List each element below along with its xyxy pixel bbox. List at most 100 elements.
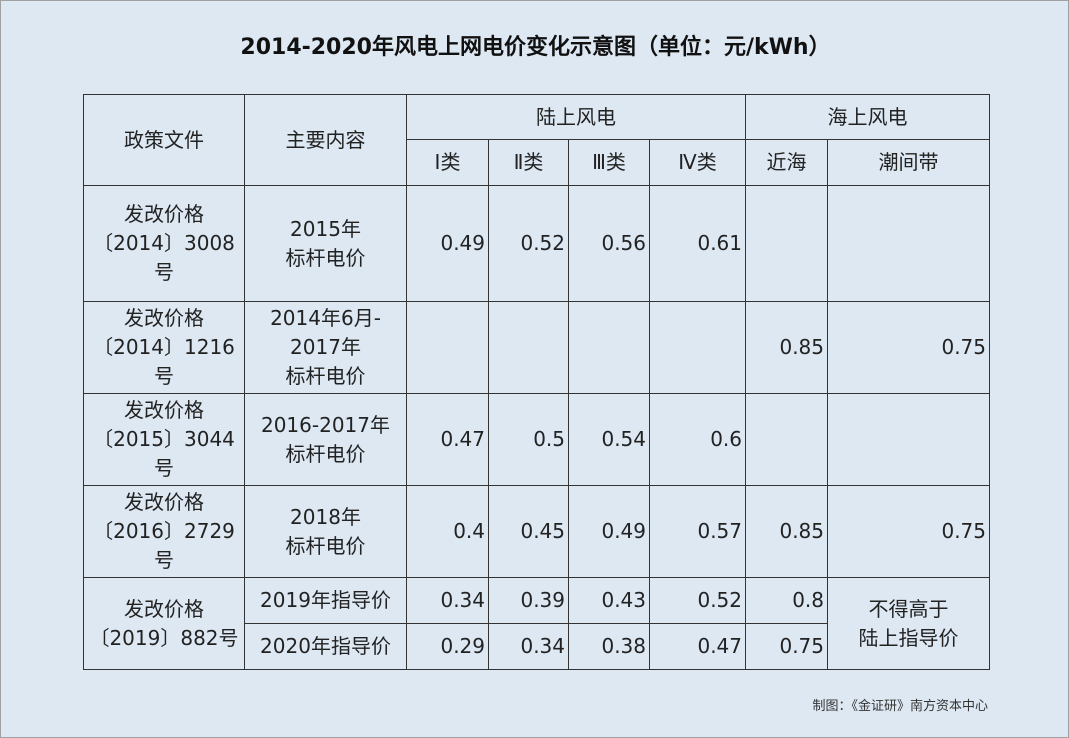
price-cell: 0.38 xyxy=(568,623,650,670)
cell-text: 0.43 xyxy=(601,588,646,612)
cell-text: 0.54 xyxy=(601,427,646,451)
cell-text: 2018年 xyxy=(290,504,361,529)
cell-text: 发改价格 xyxy=(124,490,204,514)
cell-text: 2014年6月- xyxy=(270,306,381,330)
price-cell: 0.52 xyxy=(649,577,746,624)
cell-text: 陆上指导价 xyxy=(858,625,959,650)
cell-text: 0.52 xyxy=(520,231,565,255)
price-cell xyxy=(406,301,489,394)
cell-text: 0.38 xyxy=(601,634,646,658)
header-cell: 潮间带 xyxy=(827,139,990,186)
policy-cell: 发改价格〔2016〕2729 号 xyxy=(83,485,245,578)
cell-text: 〔2016〕2729 xyxy=(93,519,235,543)
cell-text: 0.34 xyxy=(440,588,485,612)
empty-cell xyxy=(745,393,828,486)
data-row: 发改价格 〔2014〕1216 号 2014年6月- 2017年 标杆电价 0.85 0.75 xyxy=(83,301,990,394)
cell-text: 〔2014〕3008 xyxy=(93,231,235,255)
data-row: 2020年指导价 0.29 0.34 0.38 0.47 0.75 xyxy=(84,623,990,670)
header-cell: Ⅰ类 xyxy=(406,139,489,186)
cell-text: 标杆电价 xyxy=(285,245,366,270)
cell-text: 0.6 xyxy=(710,427,742,451)
cell-text: 2019年指导价 xyxy=(260,588,391,612)
cell-text: 0.56 xyxy=(601,231,646,255)
data-row: 发改价格 〔2015〕3044 号 2016-2017年 标杆电价 0.47 0.5 0.54… xyxy=(83,393,990,486)
price-cell: 0.85 xyxy=(745,485,828,578)
cell-text: 0.75 xyxy=(779,634,824,658)
price-cell: 0.61 xyxy=(649,185,746,302)
cell-text: 发改价格 xyxy=(124,202,204,226)
price-cell xyxy=(649,301,746,394)
cell-text: 号 xyxy=(154,260,174,284)
content-cell: 2014年6月- 2017年 标杆电价 xyxy=(244,301,407,394)
price-cell: 0.47 xyxy=(406,393,489,486)
cell-text: 近海 xyxy=(766,150,807,174)
cell-text: 标杆电价 xyxy=(285,364,366,388)
cell-text: 标杆电价 xyxy=(285,441,366,466)
header-cell: Ⅱ类 xyxy=(488,139,569,186)
empty-cell xyxy=(827,185,990,302)
cell-text: 主要内容 xyxy=(285,127,366,152)
price-cell: 0.34 xyxy=(406,577,489,624)
price-cell: 0.5 xyxy=(488,393,569,486)
content-cell: 2016-2017年 标杆电价 xyxy=(244,393,407,486)
price-cell: 0.34 xyxy=(488,623,569,670)
cell-text: 〔2019〕882号 xyxy=(89,625,239,650)
price-cell: 0.47 xyxy=(649,623,746,670)
price-cell: 0.8 xyxy=(745,577,828,624)
policy-cell: 发改价格 〔2014〕1216 号 xyxy=(83,301,245,394)
price-cell: 0.54 xyxy=(568,393,650,486)
cell-text: 0.47 xyxy=(440,427,485,451)
header-cell: 政策文件 xyxy=(83,94,245,186)
cell-text: 0.47 xyxy=(697,634,742,658)
header-cell: 主要内容 xyxy=(244,94,407,186)
cell-text: 潮间带 xyxy=(878,150,939,174)
price-cell: 0.4 xyxy=(406,485,489,578)
data-row: 发改价格 〔2019〕882号 2019年指导价 0.34 0.39 0.43 0.52 0.… xyxy=(83,577,990,670)
price-cell: 0.45 xyxy=(488,485,569,578)
price-cell: 0.39 xyxy=(488,577,569,624)
cell-text: 0.85 xyxy=(779,519,824,543)
cell-text: 0.57 xyxy=(697,519,742,543)
cell-text: 0.8 xyxy=(792,588,824,612)
cell-text: 0.85 xyxy=(779,335,824,359)
price-cell: 0.75 xyxy=(827,301,990,394)
title: 2014-2020年风电上网电价变化示意图（单位：元/kWh） xyxy=(240,35,831,60)
price-cell xyxy=(568,301,650,394)
price-cell xyxy=(488,301,569,394)
source-note: 制图：《金证研》南方资本中心 xyxy=(812,699,988,714)
cell-text: 号 xyxy=(154,548,174,572)
price-table: 政策文件 主要内容 陆上风电 海上风电 Ⅰ类 Ⅱ类 Ⅲ类 Ⅳ类 近海 潮间带 发改价格 〔2014〕3… xyxy=(83,94,990,670)
cell-text: Ⅰ类 xyxy=(434,150,461,174)
header-cell: 陆上风电 xyxy=(406,94,746,140)
cell-text: 0.49 xyxy=(440,231,485,255)
cell-text: Ⅳ类 xyxy=(678,150,717,174)
cell-text: 0.34 xyxy=(520,634,565,658)
cell-text: 发改价格 xyxy=(124,596,204,621)
cell-text: 2020年指导价 xyxy=(260,634,391,658)
content-cell: 2015年标杆电价 xyxy=(244,185,407,302)
cell-text: 2015年 xyxy=(290,216,361,241)
header-cell: 近海 xyxy=(745,139,828,186)
cell-text: 〔2015〕3044 xyxy=(93,427,235,451)
price-cell: 0.56 xyxy=(568,185,650,302)
data-row: 发改价格 〔2016〕2729 号 2018年 标杆电价 0.4 0.45 0.49 0.57 0… xyxy=(83,485,990,578)
empty-cell xyxy=(827,393,990,486)
header-cell: Ⅲ类 xyxy=(568,139,650,186)
cell-text: 发改价格 xyxy=(124,398,204,422)
cell-text: 0.29 xyxy=(440,634,485,658)
cell-text: 0.39 xyxy=(520,588,565,612)
cell-text: 发改价格 xyxy=(124,306,204,330)
cell-text: 0.61 xyxy=(697,231,742,255)
policy-cell: 发改价格〔2014〕3008 号 xyxy=(83,185,245,302)
cell-text: 0.5 xyxy=(533,427,565,451)
price-cell: 0.57 xyxy=(649,485,746,578)
cell-text: 0.49 xyxy=(601,519,646,543)
content-cell: 2020年指导价 xyxy=(244,623,407,670)
header-row: 政策文件 主要内容 陆上风电 海上风电 xyxy=(83,94,990,186)
price-cell: 0.6 xyxy=(649,393,746,486)
note-cell: 不得高于 陆上指导价 xyxy=(827,577,990,670)
policy-cell: 发改价格 〔2015〕3044 号 xyxy=(83,393,245,486)
price-cell: 0.52 xyxy=(488,185,569,302)
data-row: 发改价格〔2014〕3008 号 2015年标杆电价 0.49 0.52 0.56 0.61 xyxy=(83,185,990,302)
